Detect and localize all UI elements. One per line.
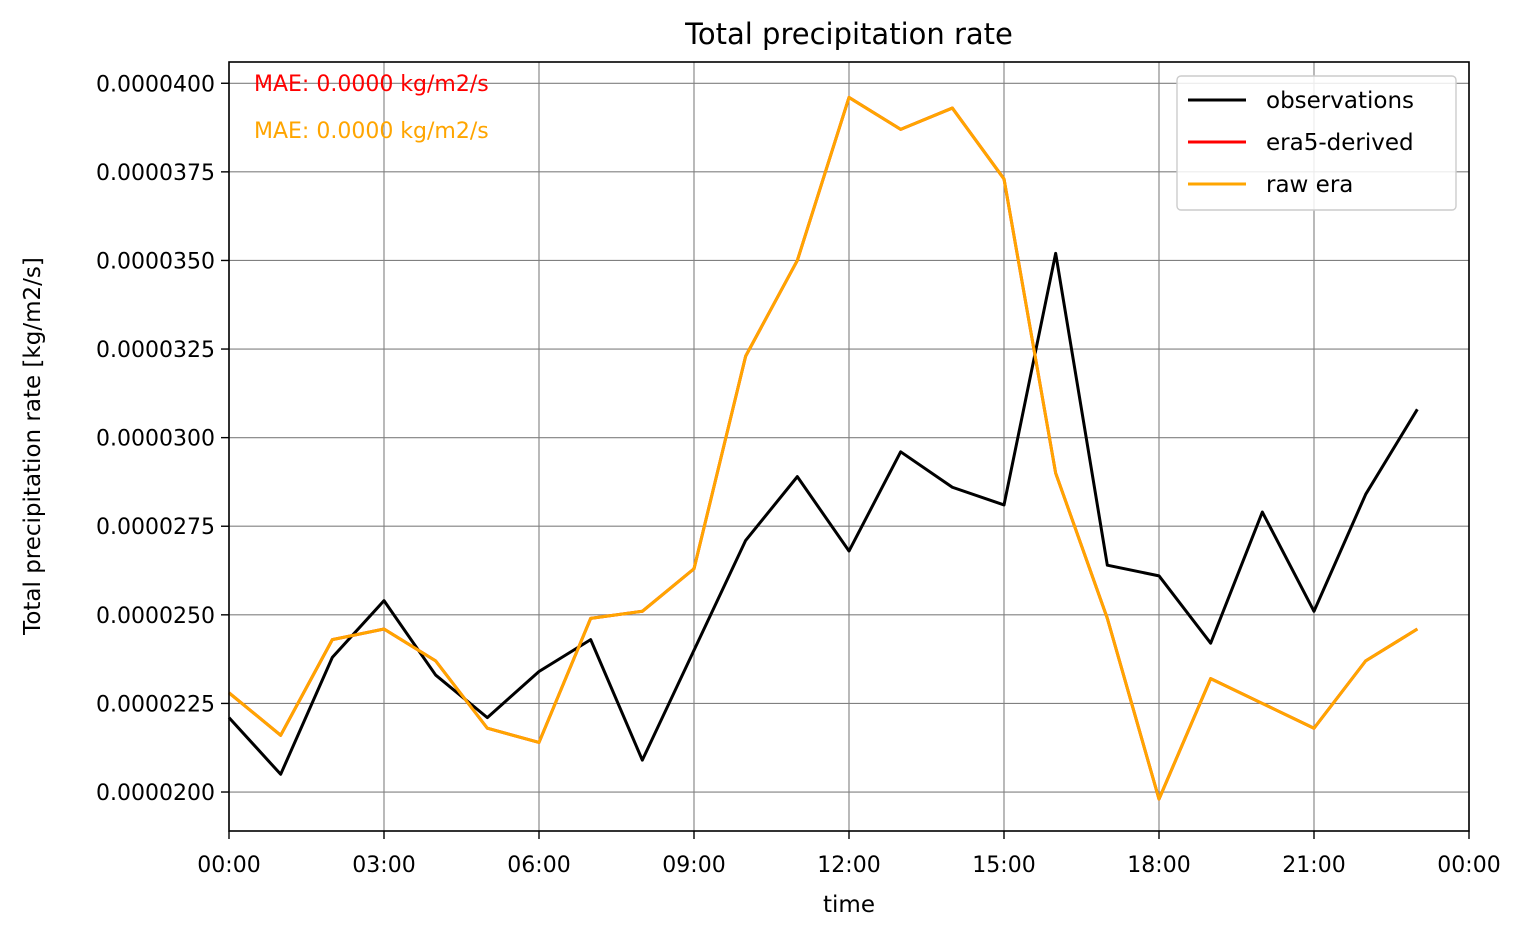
legend-entry: observations bbox=[1266, 88, 1414, 114]
x-tick-label: 12:00 bbox=[817, 853, 880, 878]
x-tick-label: 21:00 bbox=[1282, 853, 1345, 878]
x-tick-label: 00:00 bbox=[197, 853, 260, 878]
series-lines bbox=[227, 95, 1419, 801]
y-tick-label: 0.0000400 bbox=[96, 72, 215, 97]
y-axis: 0.0000200 0.0000225 0.0000250 0.0000275 0.00… bbox=[96, 72, 229, 806]
series-line-observations bbox=[227, 251, 1419, 776]
grid-lines bbox=[228, 62, 1470, 831]
y-tick-label: 0.0000200 bbox=[96, 781, 215, 806]
y-tick-label: 0.0000225 bbox=[96, 692, 215, 717]
y-tick-label: 0.0000350 bbox=[96, 249, 215, 274]
x-tick-label: 18:00 bbox=[1127, 853, 1190, 878]
mae-annotation: MAE: 0.0000 kg/m2/s bbox=[254, 72, 489, 97]
y-tick-label: 0.0000300 bbox=[96, 427, 215, 452]
legend-box bbox=[1176, 75, 1457, 211]
legend-entry: era5-derived bbox=[1266, 130, 1414, 156]
x-tick-label: 09:00 bbox=[662, 853, 725, 878]
y-axis-label: Total precipitation rate [kg/m2/s] bbox=[20, 257, 46, 636]
series-line-raw-era bbox=[228, 95, 1419, 801]
legend-entry: raw era bbox=[1266, 172, 1353, 198]
mae-annotations: MAE: 0.0000 kg/m2/s MAE: 0.0000 kg/m2/s bbox=[254, 72, 489, 144]
mae-annotation: MAE: 0.0000 kg/m2/s bbox=[254, 119, 489, 144]
chart-title: Total precipitation rate bbox=[684, 17, 1013, 51]
y-tick-label: 0.0000375 bbox=[96, 161, 215, 186]
x-tick-label: 00:00 bbox=[1437, 853, 1500, 878]
y-tick-label: 0.0000325 bbox=[96, 338, 215, 363]
x-axis: 00:00 03:00 06:00 09:00 12:00 15:00 18:00 21:00… bbox=[197, 831, 1501, 878]
x-tick-label: 15:00 bbox=[972, 853, 1035, 878]
y-tick-label: 0.0000275 bbox=[96, 515, 215, 540]
x-tick-label: 06:00 bbox=[507, 853, 570, 878]
legend: observations era5-derived raw era bbox=[1176, 75, 1457, 211]
x-tick-label: 03:00 bbox=[352, 853, 415, 878]
x-axis-label: time bbox=[823, 892, 875, 918]
y-tick-label: 0.0000250 bbox=[96, 604, 215, 629]
